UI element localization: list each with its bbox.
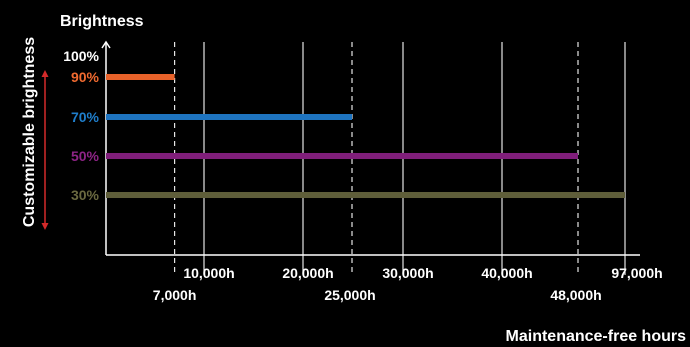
x-tick-label: 10,000h (183, 265, 234, 281)
x-tick-label: 40,000h (481, 265, 532, 281)
category-label: 30% (71, 187, 100, 203)
x-tick-label: 25,000h (324, 287, 375, 303)
x-tick-label: 48,000h (550, 287, 601, 303)
arrow-up-head (41, 70, 49, 77)
arrow-down-head (41, 223, 49, 230)
x-tick-label: 20,000h (282, 265, 333, 281)
y-axis-arrowhead (101, 40, 111, 49)
category-label: 70% (71, 109, 100, 125)
x-tick-label: 97,000h (611, 265, 662, 281)
x-tick-label: 7,000h (153, 287, 197, 303)
chart-title: Brightness (60, 13, 144, 30)
x-tick-label: 30,000h (382, 265, 433, 281)
x-axis-title: Maintenance-free hours (505, 328, 686, 345)
category-label: 90% (71, 69, 100, 85)
category-label: 50% (71, 148, 100, 164)
y-tick-label-top: 100% (63, 48, 99, 64)
